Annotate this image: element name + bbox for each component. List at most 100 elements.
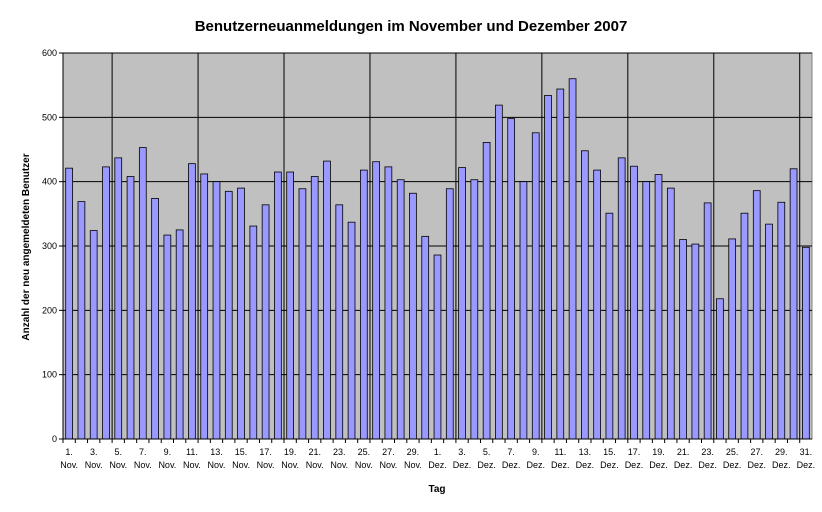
bar [335,204,344,440]
bar [605,212,614,440]
x-tick-label: Nov. [183,460,201,470]
chart-title: Benutzerneuanmeldungen im November und D… [194,18,628,35]
x-tick-label: Dez. [698,460,717,470]
bar [138,147,147,440]
bar [593,169,601,440]
x-tick-label: 17. [628,447,641,457]
bar [728,238,737,440]
bar [310,176,319,440]
bar [372,161,380,440]
bar [77,201,86,440]
bar [433,254,442,440]
y-tick-label: 0 [52,434,57,444]
bar [237,187,245,440]
x-tick-label: 15. [235,447,248,457]
x-tick-label: 15. [603,447,616,457]
x-tick-label: Dez. [428,460,447,470]
bar [666,187,675,440]
x-tick-label: 11. [186,447,198,457]
bar [740,212,749,440]
x-tick-label: 21. [677,447,690,457]
x-tick-label: 7. [139,447,147,457]
bar [519,181,528,440]
x-tick-label: 23. [701,447,714,457]
x-tick-label: 1. [65,447,73,457]
bar [544,95,552,440]
x-tick-label: 7. [507,447,515,457]
bar [323,160,331,440]
x-tick-label: 29. [407,447,420,457]
bar [286,171,294,440]
x-tick-label: Dez. [625,460,644,470]
x-tick-label: 9. [164,447,172,457]
y-tick-label: 400 [42,177,57,187]
bar [482,142,491,440]
x-tick-label: Dez. [576,460,595,470]
x-tick-label: Nov. [109,460,127,470]
x-tick-label: Dez. [526,460,545,470]
x-tick-label: Nov. [281,460,299,470]
x-tick-label: 21. [308,447,321,457]
bar [507,118,516,440]
x-tick-label: Nov. [257,460,275,470]
bar [65,167,73,440]
bar [224,190,233,440]
bar [445,188,454,440]
x-tick-label: Nov. [379,460,397,470]
bar [630,165,638,440]
x-tick-label: 27. [750,447,763,457]
x-tick-label: 19. [652,447,665,457]
bar [409,192,417,440]
bar [126,176,135,440]
bar [777,201,786,440]
x-tick-label: Nov. [330,460,348,470]
bar [752,190,761,440]
bar [298,188,307,440]
bar [789,168,798,440]
x-tick-label: Nov. [158,460,176,470]
x-tick-label: 19. [284,447,297,457]
y-tick-label: 100 [42,370,57,380]
x-tick-label: Dez. [551,460,570,470]
y-tick-label: 500 [42,112,57,122]
x-tick-label: 25. [726,447,739,457]
bar [470,179,479,440]
bar [802,246,810,440]
bar [188,163,196,440]
x-tick-label: 27. [382,447,395,457]
bar [249,225,258,440]
x-tick-label: 13. [579,447,592,457]
x-tick-label: Dez. [502,460,521,470]
x-tick-label: Dez. [723,460,742,470]
x-tick-label: Nov. [85,460,103,470]
bar [274,171,282,440]
y-tick-label: 200 [42,305,57,315]
x-tick-label: Dez. [600,460,619,470]
x-tick-label: Dez. [797,460,816,470]
y-tick-label: 300 [42,241,57,251]
bar [396,179,405,440]
bar [212,181,221,440]
x-tick-label: 11. [554,447,566,457]
x-tick-label: Nov. [60,460,78,470]
x-tick-label: 1. [434,447,442,457]
bar [114,157,123,440]
bar [359,169,368,440]
x-tick-label: 9. [532,447,540,457]
x-tick-label: Dez. [772,460,791,470]
x-axis-label: Tag [428,484,445,495]
x-tick-label: 5. [114,447,122,457]
bar [200,173,209,440]
bar [679,239,687,440]
bar [716,298,724,440]
x-tick-label: Dez. [453,460,472,470]
bar [581,150,589,440]
x-tick-label: 13. [210,447,223,457]
x-tick-label: Dez. [674,460,693,470]
bar [531,132,540,440]
bar [384,166,393,440]
bar [765,223,773,440]
bar [617,157,626,440]
x-tick-label: Nov. [134,460,152,470]
x-tick-label: 29. [775,447,788,457]
